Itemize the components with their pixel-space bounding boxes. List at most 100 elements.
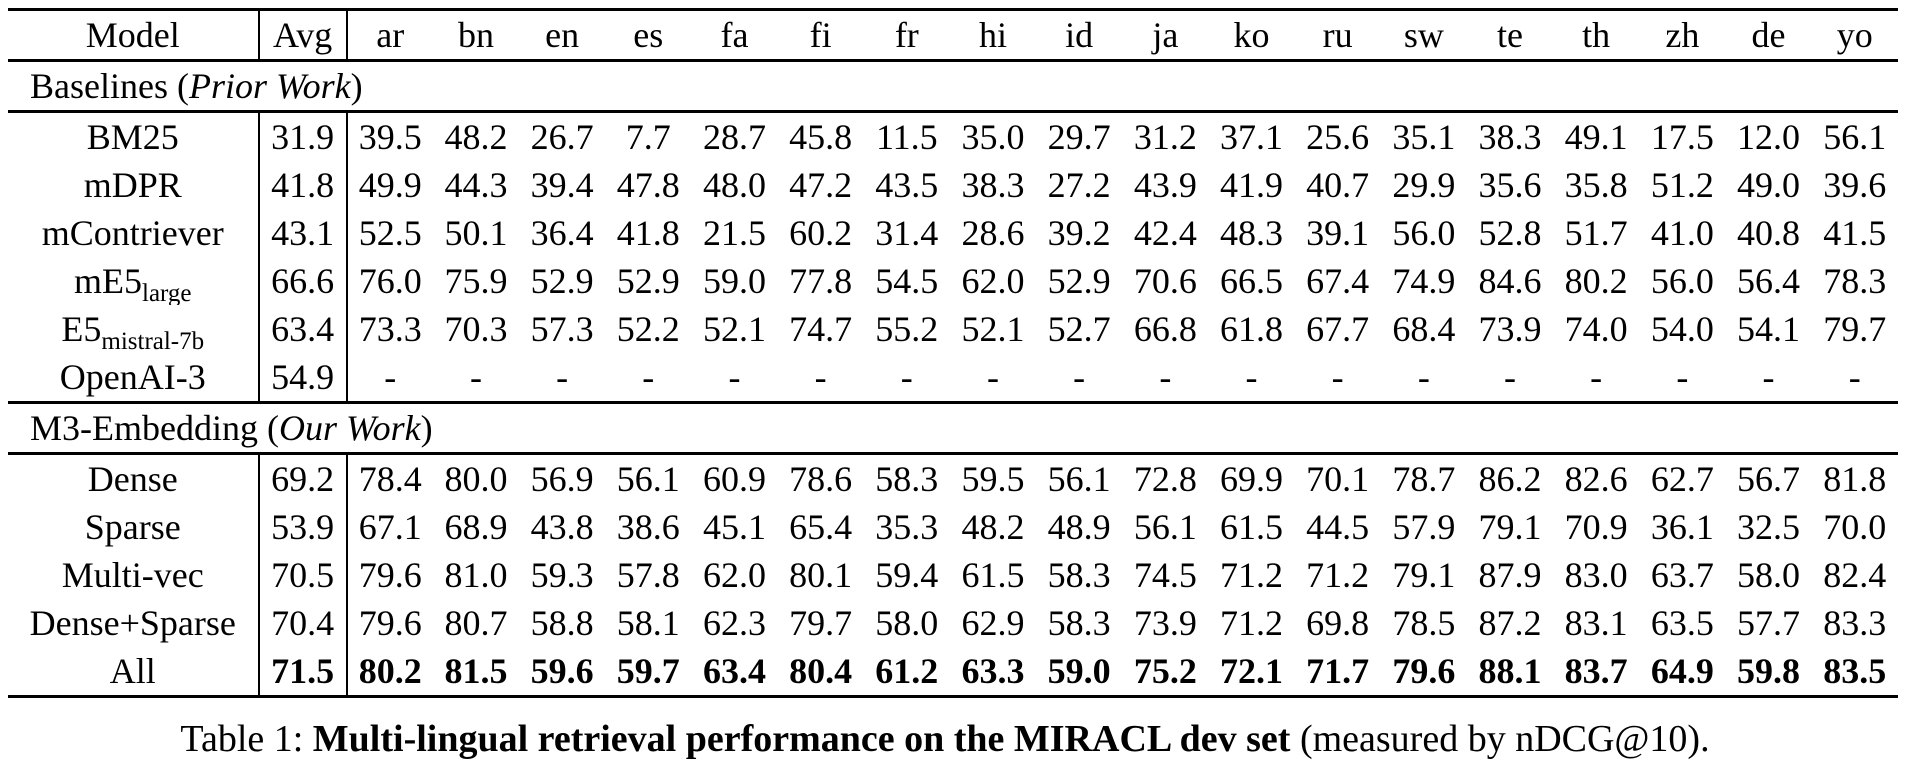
value-cell: - [728,357,741,397]
model-name: mContriever [41,213,224,253]
col-header-lang-sw: sw [1380,8,1467,62]
value-cell: 38.6 [616,507,680,547]
value-cell: 31.2 [1133,117,1197,157]
value-cell: 80.2 [1564,261,1628,301]
value-cell: 52.9 [530,261,594,301]
model-name-cell: Multi-vec [8,551,259,599]
value-cell: 72.1 [1208,647,1295,698]
value-cell: 83.1 [1564,603,1628,643]
value-cell: 36.4 [530,213,594,253]
value-cell: 80.2 [345,647,433,698]
value-cell: 61.2 [863,647,950,698]
value-cell: 88.1 [1466,647,1554,698]
value-cell: 47.2 [789,165,853,205]
col-header-lang-fa: fa [691,8,778,62]
value-cell: 60.9 [702,459,766,499]
section-header-row: Baselines (Prior Work) [8,59,1898,113]
value-cell: 84.6 [1478,261,1542,301]
value-cell: 40.8 [1737,213,1801,253]
value-cell: 43.9 [1133,165,1197,205]
model-name: Sparse [84,507,181,547]
value-cell: 59.7 [605,647,692,698]
value-cell: 48.9 [1047,507,1111,547]
value-cell: 68.9 [444,507,508,547]
col-header-lang-es: es [605,8,692,62]
value-cell: 41.8 [616,213,680,253]
value-cell: 57.9 [1392,507,1456,547]
value-cell: 67.1 [345,503,433,551]
value-cell: 79.7 [789,603,853,643]
value-cell: 51.2 [1650,165,1714,205]
value-cell: 59.6 [519,647,606,698]
table-row: All 71.5 80.2 81.5 59.6 59.7 63.4 80.4 61.2 63.3 5… [8,647,1898,698]
value-cell: 45.1 [702,507,766,547]
value-cell: 27.2 [1047,165,1111,205]
value-cell: 56.1 [1133,507,1197,547]
avg-value-cell: 71.5 [257,647,347,698]
value-cell: 39.5 [345,111,433,161]
value-cell: 72.8 [1133,459,1197,499]
col-header-model: Model [8,8,259,62]
model-name: OpenAI-3 [59,357,206,397]
col-header-lang-ja: ja [1122,8,1209,62]
value-cell: 43.8 [530,507,594,547]
table-row: OpenAI-3 54.9- - - - - - - - - - - - - - - - - - [8,353,1898,403]
value-cell: - [986,357,999,397]
model-name-cell: mE5large [8,257,259,305]
value-cell: 63.7 [1650,555,1714,595]
value-cell: 68.4 [1392,309,1456,349]
model-name-cell: E5mistral-7b [8,305,259,353]
value-cell: 71.2 [1306,555,1370,595]
table-row: BM25 31.9 39.5 48.2 26.7 7.7 28.7 45.8 11.5 35.0 2… [8,111,1898,161]
value-cell: 35.6 [1478,165,1542,205]
value-cell: - [345,353,433,403]
paper-page: Model Avg ar bn en es fa fi fr hi id ja ko ru sw te th zh… [0,8,1906,766]
value-cell: 87.9 [1478,555,1542,595]
value-cell: 59.0 [702,261,766,301]
value-cell: 28.6 [961,213,1025,253]
value-cell: 61.8 [1219,309,1283,349]
value-cell: 52.1 [702,309,766,349]
model-name-cell: OpenAI-3 [8,353,259,403]
value-cell: 70.9 [1564,507,1628,547]
col-header-lang-hi: hi [949,8,1037,62]
value-cell: 36.1 [1650,507,1714,547]
value-cell: 54.1 [1737,309,1801,349]
value-cell: - [1590,357,1603,397]
avg-value-cell: 43.1 [257,209,347,257]
value-cell: 63.4 [691,647,778,698]
value-cell: 62.9 [961,603,1025,643]
value-cell: 49.1 [1564,117,1628,157]
value-cell: 35.8 [1564,165,1628,205]
value-cell: 66.5 [1219,261,1283,301]
value-cell: 58.3 [1047,555,1111,595]
avg-value-cell: 41.8 [257,161,347,209]
value-cell: - [1676,357,1689,397]
value-cell: 52.2 [616,309,680,349]
value-cell: 62.3 [702,603,766,643]
value-cell: 83.7 [1553,647,1640,698]
caption-suffix: (measured by nDCG@10). [1290,718,1710,760]
value-cell: - [1245,357,1258,397]
model-name: All [109,651,156,691]
value-cell: 61.5 [1219,507,1283,547]
value-cell: 87.2 [1478,603,1542,643]
avg-value-cell: 53.9 [257,503,347,551]
value-cell: 67.7 [1306,309,1370,349]
section-label-italic: Prior Work [188,66,351,106]
value-cell: 28.7 [702,117,766,157]
value-cell: - [1762,357,1775,397]
col-header-lang-bn: bn [432,8,520,62]
value-cell: 74.7 [789,309,853,349]
value-cell: 79.6 [345,599,433,647]
value-cell: 70.1 [1306,459,1370,499]
value-cell: 62.0 [961,261,1025,301]
value-cell: - [469,357,482,397]
value-cell: 59.8 [1725,647,1812,698]
value-cell: 29.7 [1047,117,1111,157]
value-cell: 78.6 [789,459,853,499]
value-cell: 73.3 [345,305,433,353]
value-cell: 52.1 [961,309,1025,349]
value-cell: 52.9 [616,261,680,301]
value-cell: 83.0 [1564,555,1628,595]
